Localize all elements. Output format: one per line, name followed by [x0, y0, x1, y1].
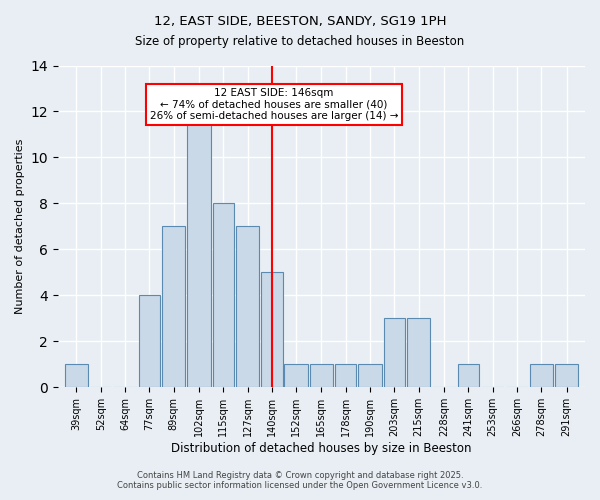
- Bar: [162, 226, 185, 388]
- Text: 12 EAST SIDE: 146sqm
← 74% of detached houses are smaller (40)
26% of semi-detac: 12 EAST SIDE: 146sqm ← 74% of detached h…: [150, 88, 398, 121]
- Bar: [530, 364, 553, 388]
- X-axis label: Distribution of detached houses by size in Beeston: Distribution of detached houses by size …: [171, 442, 472, 455]
- Bar: [407, 318, 430, 388]
- Text: Contains HM Land Registry data © Crown copyright and database right 2025.
Contai: Contains HM Land Registry data © Crown c…: [118, 470, 482, 490]
- Bar: [555, 364, 578, 388]
- Y-axis label: Number of detached properties: Number of detached properties: [15, 138, 25, 314]
- Bar: [212, 204, 234, 388]
- Text: 12, EAST SIDE, BEESTON, SANDY, SG19 1PH: 12, EAST SIDE, BEESTON, SANDY, SG19 1PH: [154, 15, 446, 28]
- Bar: [284, 364, 308, 388]
- Bar: [383, 318, 405, 388]
- Bar: [335, 364, 356, 388]
- Bar: [139, 296, 160, 388]
- Bar: [65, 364, 88, 388]
- Bar: [236, 226, 259, 388]
- Bar: [358, 364, 382, 388]
- Text: Size of property relative to detached houses in Beeston: Size of property relative to detached ho…: [136, 35, 464, 48]
- Bar: [261, 272, 283, 388]
- Bar: [310, 364, 333, 388]
- Bar: [458, 364, 479, 388]
- Bar: [187, 112, 211, 388]
